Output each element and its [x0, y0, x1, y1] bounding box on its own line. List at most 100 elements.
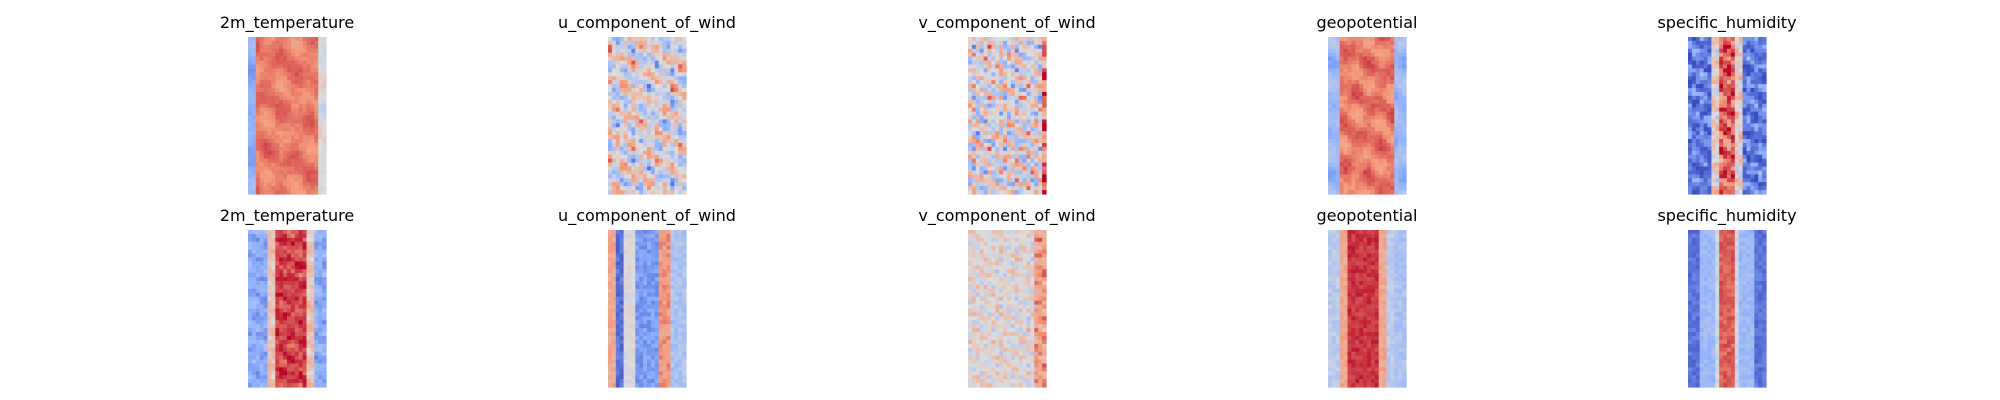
heatmap-cell [255, 245, 261, 251]
heatmap-cell [619, 68, 625, 73]
heatmap-cell [1742, 48, 1748, 54]
heatmap-cell [1007, 52, 1012, 58]
heatmap-cell [251, 324, 257, 329]
heatmap-cell [674, 103, 679, 109]
heatmap-cell [283, 178, 288, 183]
heatmap-cell [635, 56, 640, 62]
heatmap-cell [1034, 170, 1039, 175]
heatmap-cell [1730, 40, 1736, 46]
heatmap-cell [248, 288, 253, 294]
heatmap-cell [318, 99, 323, 105]
heatmap-cell [1335, 107, 1341, 113]
heatmap-cell [1030, 119, 1035, 124]
heatmap-cell [1370, 166, 1376, 172]
heatmap-cell [1719, 48, 1724, 54]
heatmap-cell [971, 174, 977, 179]
heatmap-cell [287, 343, 292, 349]
heatmap-cell [263, 72, 269, 77]
heatmap-cell [310, 249, 315, 255]
heatmap-cell [666, 158, 671, 164]
heatmap-cell [678, 241, 683, 247]
heatmap-cell [643, 142, 648, 148]
heatmap-cell [1007, 186, 1012, 191]
heatmap-cell [1394, 56, 1399, 62]
heatmap-cell [310, 355, 315, 361]
heatmap-cell [1715, 170, 1720, 175]
heatmap-cell [290, 186, 296, 191]
heatmap-cell [1715, 127, 1720, 132]
heatmap-cell [635, 99, 640, 105]
heatmap-cell [1730, 158, 1736, 164]
heatmap-cell [1394, 60, 1399, 66]
heatmap-cell [1402, 84, 1407, 89]
heatmap-cell [983, 80, 989, 85]
heatmap-cell [670, 135, 675, 140]
heatmap-cell [623, 178, 629, 183]
heatmap-cell [971, 80, 977, 85]
heatmap-cell [1738, 103, 1744, 109]
heatmap-cell [1347, 91, 1352, 97]
heatmap-cell [987, 162, 992, 168]
heatmap-cell [623, 84, 629, 89]
heatmap-cell [259, 249, 265, 255]
heatmap-cell [279, 119, 284, 124]
heatmap-cell [314, 76, 319, 81]
heatmap-cell [248, 367, 253, 372]
heatmap-cell [318, 135, 323, 140]
heatmap-cell [306, 343, 311, 349]
heatmap-cell [654, 139, 660, 144]
heatmap-cell [1715, 95, 1720, 101]
heatmap-cell [275, 158, 280, 164]
heatmap-cell [1359, 174, 1364, 179]
heatmap-cell [1703, 40, 1709, 46]
heatmap-cell [1746, 178, 1751, 183]
heatmap-cell [283, 154, 288, 160]
heatmap-cell [248, 332, 253, 337]
heatmap-cell [255, 339, 261, 345]
heatmap-cell [619, 190, 625, 195]
heatmap-cell [995, 123, 1000, 128]
heatmap-cell [1727, 99, 1732, 105]
heatmap-cell [294, 332, 300, 337]
heatmap-cell [263, 320, 269, 325]
heatmap-cell [623, 139, 629, 144]
heatmap-cell [1707, 186, 1712, 191]
heatmap-cell [1363, 186, 1368, 191]
heatmap-cell [1335, 40, 1341, 46]
heatmap-cell [287, 335, 292, 341]
heatmap-cell [1328, 123, 1333, 128]
heatmap-cell [1390, 131, 1395, 136]
heatmap-cell [302, 324, 308, 329]
heatmap-cell [287, 72, 292, 77]
heatmap-cell [279, 123, 284, 128]
heatmap-cell [1378, 56, 1384, 62]
heatmap-cell [294, 76, 300, 81]
heatmap-cell [259, 44, 265, 50]
heatmap-cell [1339, 119, 1345, 124]
heatmap-cell [318, 162, 323, 168]
heatmap-cell [1723, 56, 1728, 62]
heatmap-cell [639, 154, 644, 160]
heatmap-cell [1014, 68, 1020, 73]
heatmap-cell [666, 68, 671, 73]
heatmap-cell [987, 99, 992, 105]
heatmap-cell [322, 103, 327, 109]
heatmap-cell [302, 335, 308, 341]
heatmap-cell [1034, 127, 1039, 132]
heatmap-cell [1394, 95, 1399, 101]
heatmap-cell [1750, 88, 1755, 93]
heatmap-cell [662, 253, 668, 259]
heatmap-cell [275, 328, 280, 333]
heatmap-cell [1730, 52, 1736, 58]
heatmap-cell [283, 115, 288, 121]
heatmap-cell [279, 351, 284, 357]
heatmap-cell [318, 186, 323, 191]
heatmap-cell [608, 99, 613, 105]
heatmap-cell [1374, 56, 1380, 62]
heatmap-cell [674, 170, 679, 175]
heatmap-cell [1750, 95, 1755, 101]
heatmap-cell [666, 178, 671, 183]
heatmap-cell [1347, 56, 1352, 62]
heatmap-cell [666, 154, 671, 160]
heatmap-cell [1691, 84, 1697, 89]
